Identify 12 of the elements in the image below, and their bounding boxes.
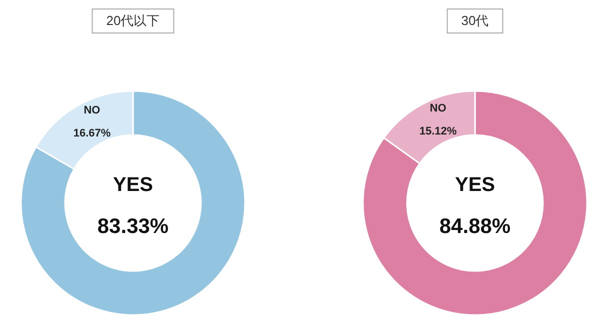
data-label: 84.88% [439, 215, 511, 238]
slice-label: NO [84, 104, 101, 117]
chart-title: 30代 [461, 13, 489, 28]
slice-label: NO [430, 102, 447, 114]
data-label: 83.33% [97, 215, 169, 238]
slice-label: YES [454, 174, 496, 196]
data-label: 15.12% [419, 125, 457, 138]
donut-slice [20, 90, 246, 316]
donut-slice [362, 90, 588, 316]
slice-label: YES [112, 174, 154, 196]
data-label: 16.67% [73, 128, 111, 140]
chart-title: 20代以下 [106, 13, 160, 28]
